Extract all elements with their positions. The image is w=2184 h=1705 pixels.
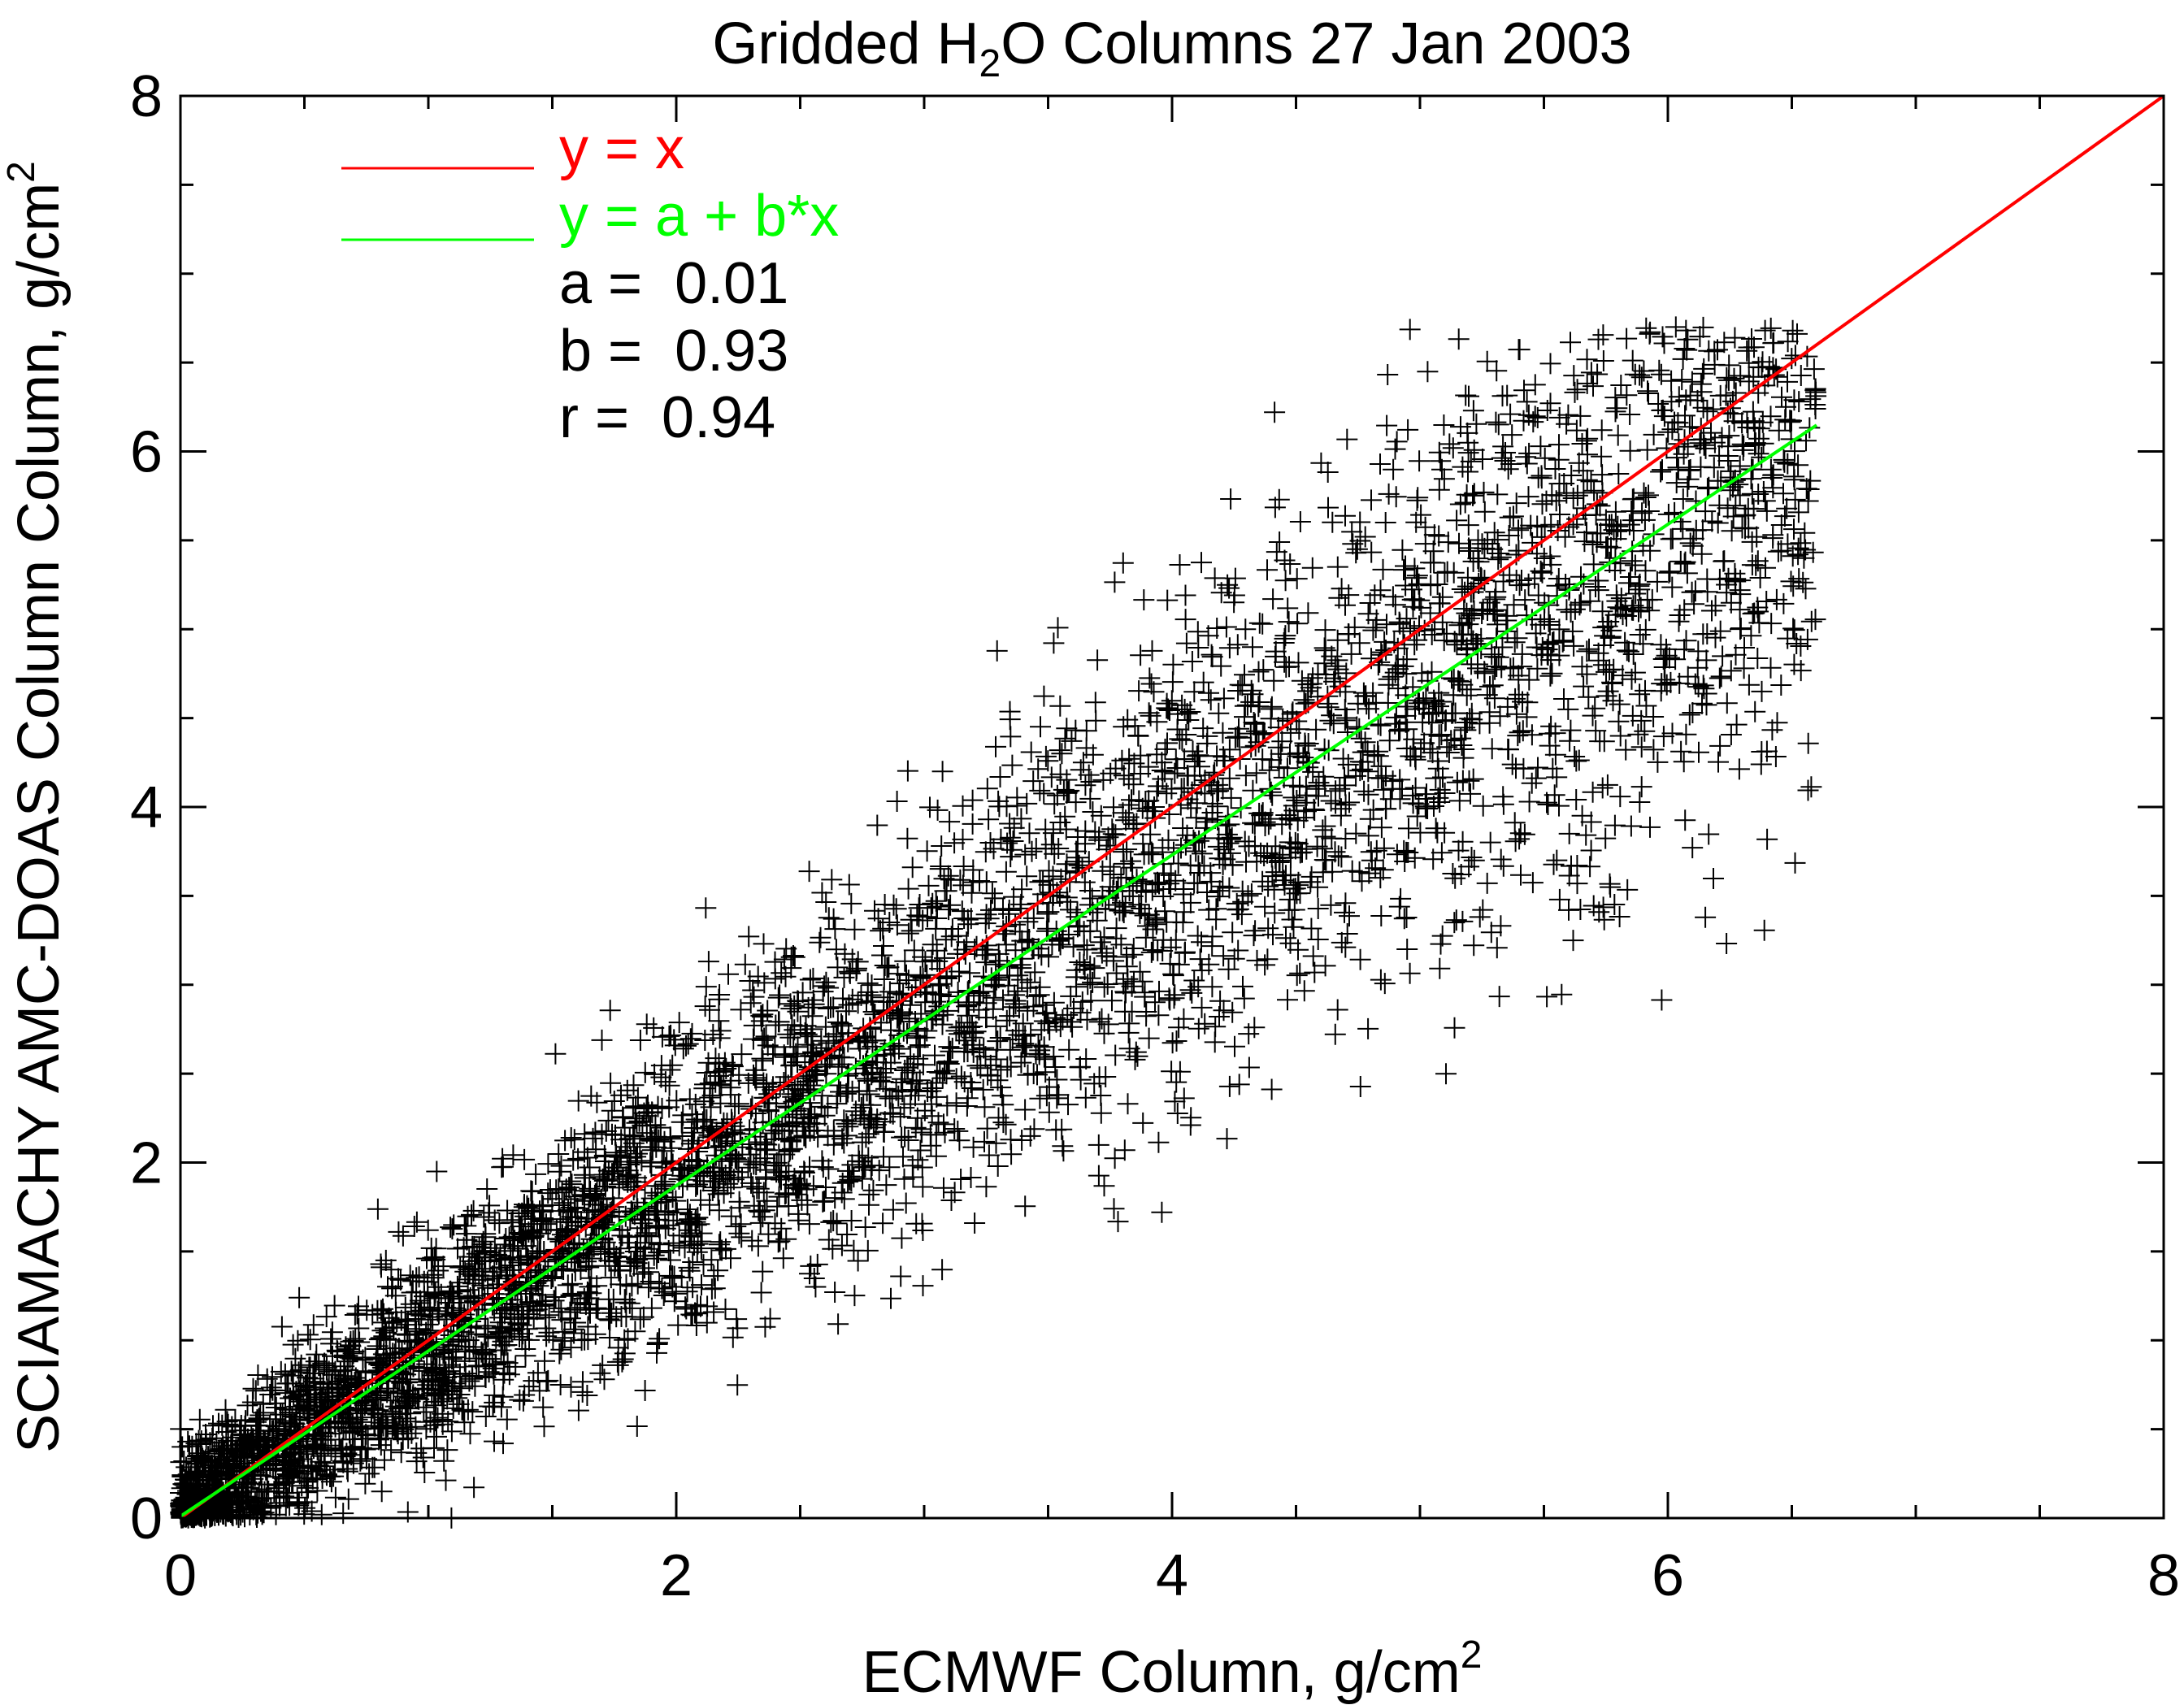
x-tick-label: 4 <box>1156 1543 1188 1608</box>
x-tick-label: 0 <box>164 1543 197 1608</box>
x-tick-label: 8 <box>2147 1543 2180 1608</box>
y-tick-label: 8 <box>130 64 163 129</box>
x-tick-label: 2 <box>660 1543 693 1608</box>
x-tick-label: 6 <box>1652 1543 1684 1608</box>
legend-identity-label: y = x <box>559 116 684 181</box>
x-axis-label: ECMWF Column, g/cm2 <box>862 1633 1483 1705</box>
fit-stat-a: a = 0.01 <box>559 251 788 316</box>
y-axis-label-main: SCIAMACHY AMC-DOAS Column Column, g/cm <box>7 183 72 1453</box>
scatter-point-markers <box>170 316 1827 1529</box>
y-tick-label: 4 <box>130 775 163 840</box>
chart-title: Gridded H2O Columns 27 Jan 2003 <box>712 11 1631 85</box>
axis-ticks: 0 2 4 6 8 0 2 4 6 8 <box>130 64 2180 1608</box>
y-tick-label: 0 <box>130 1486 163 1551</box>
legend: y = x y = a + b*x a = 0.01 b = 0.93 r = … <box>341 116 839 450</box>
y-tick-label: 6 <box>130 420 163 485</box>
identity-line <box>179 94 2165 1520</box>
chart-title-post: O Columns 27 Jan 2003 <box>1001 11 1631 76</box>
y-tick-label: 2 <box>130 1131 163 1196</box>
x-axis-label-sup: 2 <box>1461 1633 1483 1677</box>
fit-stat-b: b = 0.93 <box>559 319 788 384</box>
legend-fit-label: y = a + b*x <box>559 184 839 249</box>
y-axis-label-sup: 2 <box>0 161 43 183</box>
fit-line <box>179 423 1818 1518</box>
chart-title-pre: Gridded H <box>712 11 979 76</box>
chart-title-sub: 2 <box>979 42 1001 85</box>
fit-stat-r: r = 0.94 <box>559 385 775 450</box>
scatter-points <box>170 316 1827 1529</box>
x-axis-label-main: ECMWF Column, g/cm <box>862 1640 1461 1705</box>
y-axis-label: SCIAMACHY AMC-DOAS Column Column, g/cm2 <box>0 161 72 1453</box>
reference-lines <box>179 94 2165 1520</box>
